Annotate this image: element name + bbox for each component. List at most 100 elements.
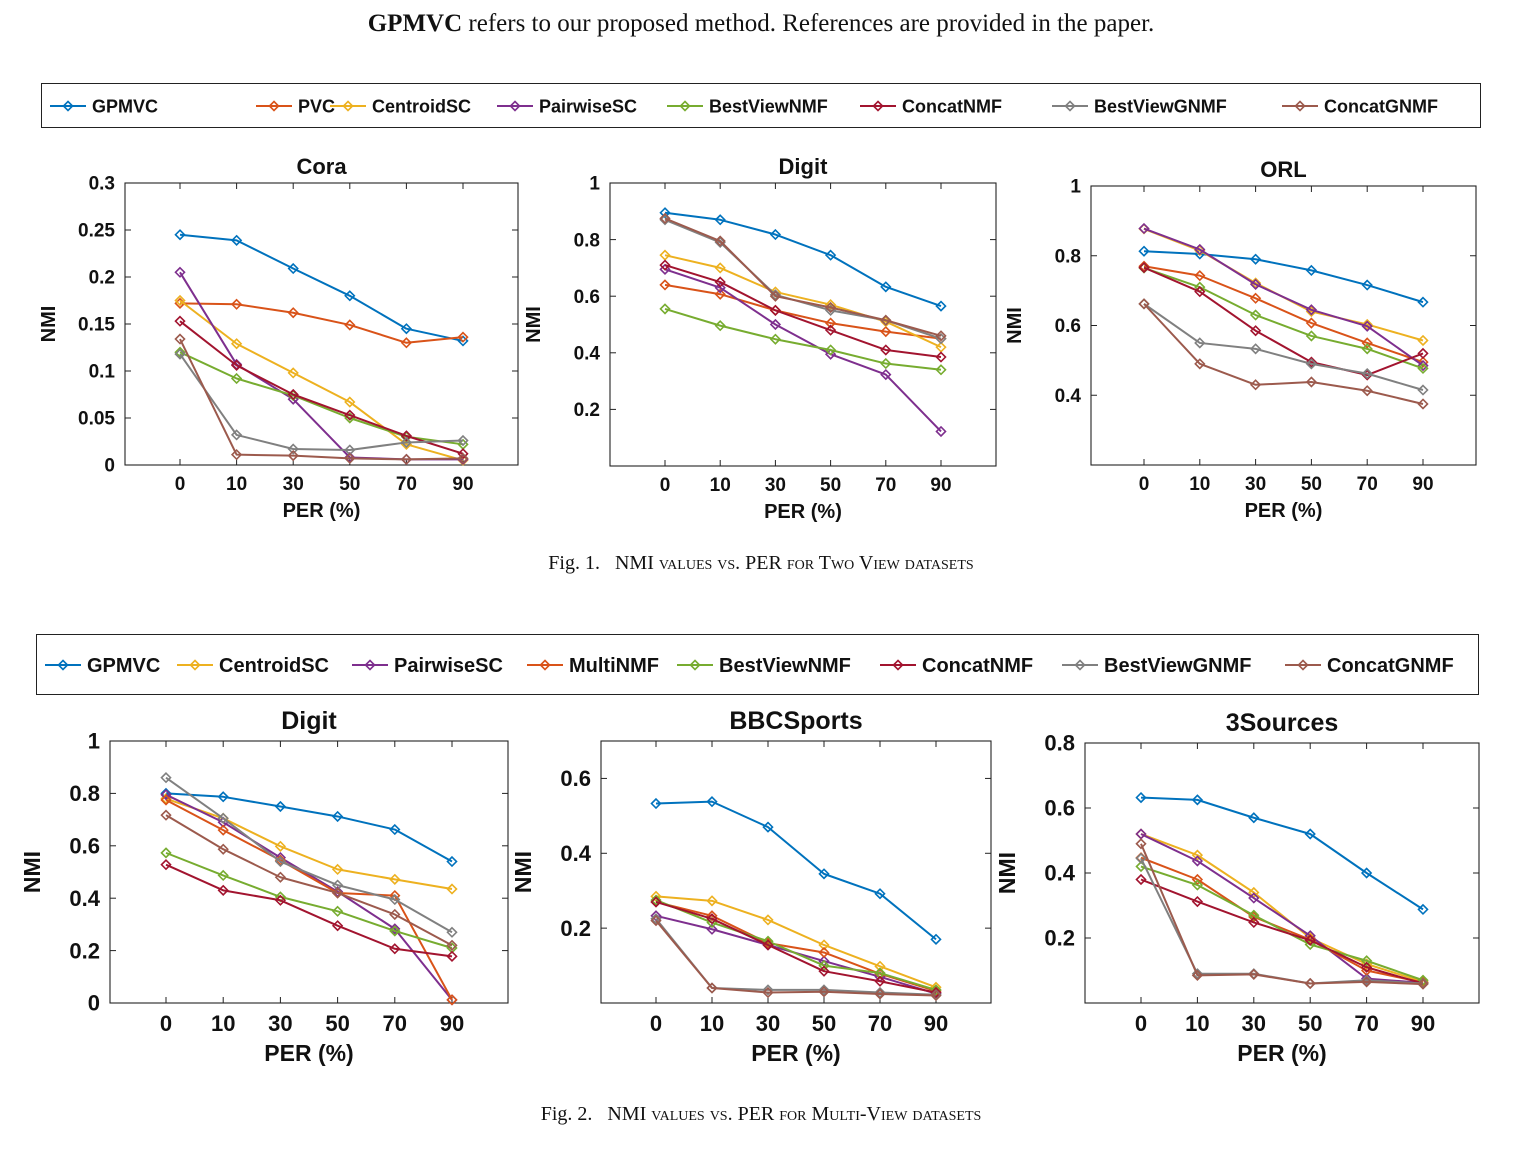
data-point — [1249, 292, 1262, 304]
legend-marker — [1297, 659, 1309, 671]
data-point — [824, 348, 837, 360]
data-point — [714, 214, 726, 226]
data-point — [874, 975, 886, 987]
y-tick-label: 0.4 — [69, 886, 100, 911]
legend-marker — [57, 659, 69, 671]
data-point — [1191, 969, 1204, 982]
data-point — [217, 824, 229, 836]
x-tick-label: 10 — [1185, 1011, 1209, 1036]
data-point — [446, 939, 458, 951]
series-bestviewnmf — [1135, 860, 1429, 986]
data-point — [1304, 938, 1316, 951]
data-point — [769, 318, 782, 331]
data-point — [1191, 879, 1204, 891]
series-line — [179, 353, 464, 451]
data-point — [457, 454, 469, 466]
series-line — [1140, 856, 1424, 984]
data-point — [331, 905, 344, 917]
data-point — [1248, 968, 1260, 980]
data-point — [1135, 852, 1147, 865]
series-concatnmf — [160, 859, 458, 962]
legend-label: CentroidSC — [372, 96, 471, 116]
data-point — [1194, 248, 1206, 260]
data-point — [769, 286, 782, 298]
data-point — [714, 236, 726, 249]
x-tick-label: 50 — [1298, 1011, 1322, 1036]
x-tick-label: 70 — [868, 1011, 892, 1036]
data-point — [1248, 968, 1260, 981]
caption-fig2-text: NMI values vs. PER for Multi-View datase… — [607, 1103, 982, 1125]
data-point — [1305, 305, 1318, 318]
data-point — [1304, 977, 1316, 990]
series-line — [1140, 833, 1424, 984]
series-bestviewgnmf — [1135, 852, 1429, 990]
x-tick-label: 10 — [1189, 474, 1210, 495]
data-point — [762, 821, 774, 833]
data-point — [1194, 269, 1206, 282]
data-point — [1138, 260, 1150, 272]
legend-marker — [872, 100, 884, 112]
data-point — [1135, 852, 1147, 864]
legend-label: PairwiseSC — [539, 96, 637, 116]
y-tick-label: 0.2 — [1044, 926, 1075, 951]
data-point — [344, 451, 356, 464]
data-point — [659, 279, 671, 291]
series-line — [1140, 796, 1424, 911]
legend-marker — [268, 100, 280, 112]
legend-fig1: GPMVC PVC CentroidSC PairwiseSC BestViewNMF C… — [41, 83, 1481, 128]
series-multinmf — [1135, 852, 1429, 989]
legend-label: BestViewGNMF — [1094, 96, 1227, 116]
data-point — [706, 982, 718, 994]
data-point — [1248, 812, 1260, 824]
data-point — [274, 851, 287, 864]
legend-marker — [364, 659, 376, 671]
data-point — [400, 453, 413, 465]
y-tick-label: 0.6 — [1055, 316, 1081, 337]
data-point — [824, 344, 837, 356]
legend-label: ConcatGNMF — [1324, 96, 1438, 116]
series-concatnmf — [1135, 873, 1429, 990]
data-point — [930, 985, 942, 997]
data-point — [1248, 911, 1260, 923]
plot-area — [600, 740, 992, 1004]
data-point — [1305, 356, 1318, 368]
legend-label: BestViewGNMF — [1104, 655, 1251, 677]
data-point — [824, 324, 837, 336]
data-point — [1248, 909, 1260, 921]
data-point — [1417, 334, 1429, 347]
x-tick-label: 10 — [700, 1011, 724, 1036]
legend-item-bestviewnmf: BestViewNMF — [677, 655, 851, 677]
data-point — [1194, 243, 1206, 256]
data-point — [160, 809, 172, 821]
data-point — [389, 823, 401, 836]
x-tick-label: 90 — [1411, 1011, 1435, 1036]
legend-marker — [509, 100, 521, 112]
series-gpmvc — [1135, 791, 1429, 916]
data-point — [818, 955, 830, 967]
data-point — [1194, 281, 1206, 293]
data-point — [824, 317, 837, 329]
legend-label: MultiNMF — [569, 655, 659, 677]
plot-area — [609, 182, 997, 467]
series-line — [1143, 303, 1424, 405]
data-point — [174, 348, 186, 360]
data-point — [935, 333, 947, 345]
data-point — [1360, 976, 1373, 988]
x-tick-label: 30 — [756, 1011, 780, 1036]
caption-fig2-label: Fig. 2. — [540, 1103, 593, 1125]
data-point — [1304, 933, 1316, 946]
data-point — [880, 344, 892, 356]
data-point — [1417, 977, 1429, 990]
data-point — [230, 372, 243, 385]
data-point — [331, 879, 344, 891]
y-tick-label: 0.6 — [574, 287, 600, 308]
data-point — [400, 323, 413, 335]
data-point — [1191, 855, 1204, 867]
data-point — [160, 787, 172, 800]
x-tick-label: 0 — [160, 1011, 172, 1036]
data-point — [230, 449, 243, 461]
data-point — [1304, 934, 1316, 946]
data-point — [1305, 304, 1318, 316]
series-bestviewnmf — [650, 894, 942, 996]
